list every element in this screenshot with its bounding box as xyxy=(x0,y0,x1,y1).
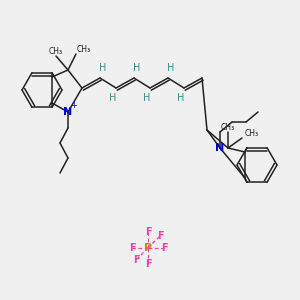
Text: N: N xyxy=(63,107,73,117)
Text: F: F xyxy=(157,231,163,241)
Text: F: F xyxy=(145,259,151,269)
Text: CH₃: CH₃ xyxy=(77,44,91,53)
Text: F: F xyxy=(133,255,139,265)
Text: H: H xyxy=(109,93,117,103)
Text: N: N xyxy=(215,143,225,153)
Text: H: H xyxy=(133,63,141,73)
Text: CH₃: CH₃ xyxy=(49,46,63,56)
Text: H: H xyxy=(99,63,107,73)
Text: H: H xyxy=(167,63,175,73)
Text: CH₃: CH₃ xyxy=(221,122,235,131)
Text: H: H xyxy=(177,93,185,103)
Text: F: F xyxy=(161,243,167,253)
Text: P: P xyxy=(144,243,152,253)
Text: F: F xyxy=(129,243,135,253)
Text: CH₃: CH₃ xyxy=(245,128,259,137)
Text: F: F xyxy=(145,227,151,237)
Text: H: H xyxy=(143,93,151,103)
Text: +: + xyxy=(70,100,77,109)
